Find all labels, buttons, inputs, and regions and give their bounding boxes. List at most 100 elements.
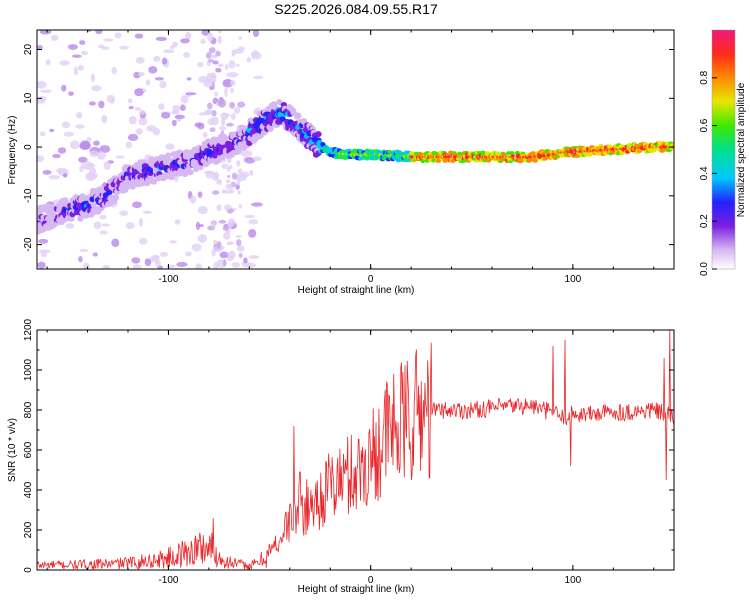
noise-blob [57, 147, 67, 154]
noise-blob [180, 95, 189, 104]
noise-blob [134, 88, 144, 97]
noise-blob [233, 48, 244, 54]
colorbar-tick-label: 0.0 [699, 262, 710, 276]
y-tick-label: 1200 [23, 318, 34, 341]
ridge-blob [129, 183, 136, 190]
noise-blob [80, 140, 91, 149]
ridge-blob [187, 169, 194, 176]
noise-blob [217, 63, 224, 68]
noise-blob [185, 92, 197, 96]
noise-blob [222, 189, 235, 194]
noise-blob [109, 98, 115, 104]
noise-blob [42, 170, 52, 175]
noise-blob [215, 50, 221, 57]
noise-blob [79, 248, 89, 253]
colorbar-frame [711, 29, 736, 270]
noise-blob [197, 233, 208, 243]
noise-blob [218, 126, 227, 131]
noise-blob [92, 252, 98, 257]
x-tick-label: -100 [158, 274, 178, 285]
noise-blob [197, 122, 205, 130]
ridge-blob [300, 118, 308, 125]
x-tick-label: 100 [565, 274, 582, 285]
noise-blob [206, 109, 213, 114]
noise-blob [229, 79, 236, 86]
noise-blob [200, 38, 206, 44]
noise-blob [220, 118, 226, 127]
noise-blob [240, 150, 253, 158]
noise-blob [40, 251, 47, 258]
noise-blob [214, 91, 219, 97]
ridge-blob [276, 99, 283, 106]
noise-blob [211, 220, 216, 229]
noise-blob [229, 164, 233, 169]
noise-blob [101, 114, 108, 124]
noise-blob [138, 238, 148, 245]
noise-blob [165, 143, 175, 150]
noise-blob [230, 87, 234, 94]
noise-blob [125, 141, 133, 149]
noise-blob [65, 223, 75, 229]
noise-blob [67, 44, 78, 50]
noise-blob [144, 258, 152, 267]
noise-blob [238, 252, 243, 258]
y-tick-label: -10 [23, 188, 34, 203]
noise-blob [179, 104, 186, 111]
noise-blob [183, 52, 191, 59]
noise-blob [49, 128, 55, 133]
noise-blob [37, 80, 47, 89]
noise-blob [213, 172, 219, 182]
noise-blob [248, 255, 260, 260]
noise-blob [225, 122, 234, 127]
noise-blob [208, 47, 216, 54]
spectrogram-image [37, 30, 674, 269]
y-tick-label: 400 [23, 481, 34, 498]
colorbar-gradient [712, 30, 735, 269]
noise-blob [237, 168, 243, 175]
noise-blob [134, 107, 142, 111]
noise-blob [211, 249, 216, 257]
noise-blob [76, 111, 83, 119]
noise-blob [171, 119, 177, 127]
y-tick-label: 0 [23, 144, 34, 150]
noise-blob [75, 124, 85, 129]
noise-blob [99, 145, 111, 153]
noise-blob [127, 98, 133, 104]
noise-blob [233, 107, 241, 114]
noise-blob [103, 161, 111, 170]
y-tick-label: 0 [23, 567, 34, 573]
noise-blob [218, 219, 227, 224]
noise-blob [230, 113, 236, 120]
noise-blob [206, 72, 212, 81]
noise-blob [237, 189, 241, 195]
noise-blob [172, 41, 179, 48]
noise-blob [248, 219, 259, 225]
noise-blob [93, 221, 102, 230]
noise-blob [89, 150, 99, 158]
noise-blob [78, 256, 83, 263]
noise-blob [77, 64, 84, 71]
noise-blob [169, 240, 177, 244]
noise-blob [131, 257, 141, 264]
noise-blob [195, 221, 201, 231]
noise-blob [231, 172, 238, 180]
noise-blob [231, 262, 241, 268]
noise-blob [216, 204, 222, 212]
noise-blob [217, 35, 222, 45]
noise-blob [135, 128, 143, 135]
noise-blob [62, 173, 68, 178]
noise-blob [236, 245, 245, 252]
noise-blob [39, 30, 52, 35]
noise-blob [226, 71, 239, 78]
noise-blob [217, 30, 222, 34]
y-tick-label: 20 [23, 44, 34, 56]
ridge-blob [106, 189, 113, 196]
noise-blob [40, 89, 52, 93]
noise-blob [235, 63, 240, 67]
y-tick-label: 800 [23, 401, 34, 418]
noise-blob [252, 156, 262, 162]
